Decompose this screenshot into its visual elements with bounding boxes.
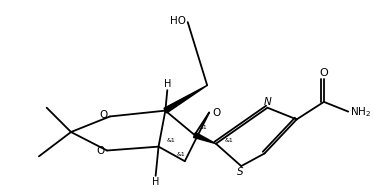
Text: O: O: [100, 111, 108, 121]
Text: O: O: [97, 146, 105, 156]
Text: &1: &1: [166, 138, 175, 143]
Text: O: O: [212, 108, 220, 118]
Text: &1: &1: [225, 138, 233, 143]
Polygon shape: [194, 132, 216, 144]
Text: O: O: [320, 67, 328, 78]
Polygon shape: [164, 85, 207, 113]
Text: &1: &1: [177, 152, 186, 157]
Text: HO: HO: [170, 16, 186, 26]
Text: N: N: [264, 97, 272, 107]
Text: S: S: [237, 167, 244, 177]
Text: H: H: [152, 177, 159, 187]
Text: &1: &1: [198, 125, 207, 130]
Text: H: H: [164, 79, 171, 89]
Text: NH$_2$: NH$_2$: [350, 105, 371, 119]
